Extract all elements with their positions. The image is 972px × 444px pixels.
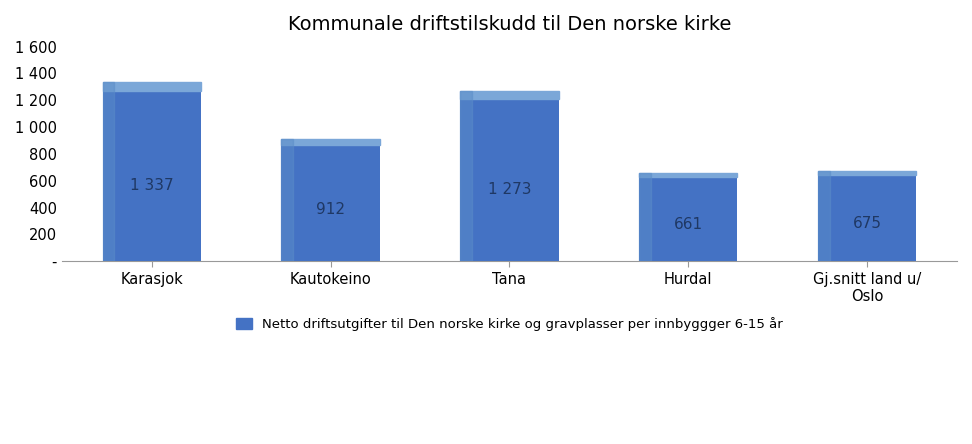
Bar — [818, 171, 917, 261]
Bar — [282, 139, 380, 145]
Bar — [282, 139, 380, 261]
Bar — [103, 82, 201, 261]
Bar — [282, 139, 294, 261]
Bar — [640, 173, 651, 261]
Bar — [818, 171, 917, 175]
Bar — [103, 82, 115, 261]
Bar — [640, 173, 738, 177]
Bar — [461, 91, 559, 99]
Bar — [461, 91, 559, 261]
Title: Kommunale driftstilskudd til Den norske kirke: Kommunale driftstilskudd til Den norske … — [288, 15, 731, 34]
Bar — [103, 82, 201, 91]
Text: 675: 675 — [852, 216, 882, 231]
Text: 912: 912 — [316, 202, 345, 218]
Bar — [461, 91, 472, 261]
Text: 1 273: 1 273 — [488, 182, 531, 197]
Text: 1 337: 1 337 — [130, 178, 174, 194]
Text: 661: 661 — [674, 217, 703, 231]
Bar — [818, 171, 830, 261]
Legend: Netto driftsutgifter til Den norske kirke og gravplasser per innbyggger 6-15 år: Netto driftsutgifter til Den norske kirk… — [230, 312, 788, 336]
Bar — [640, 173, 738, 261]
